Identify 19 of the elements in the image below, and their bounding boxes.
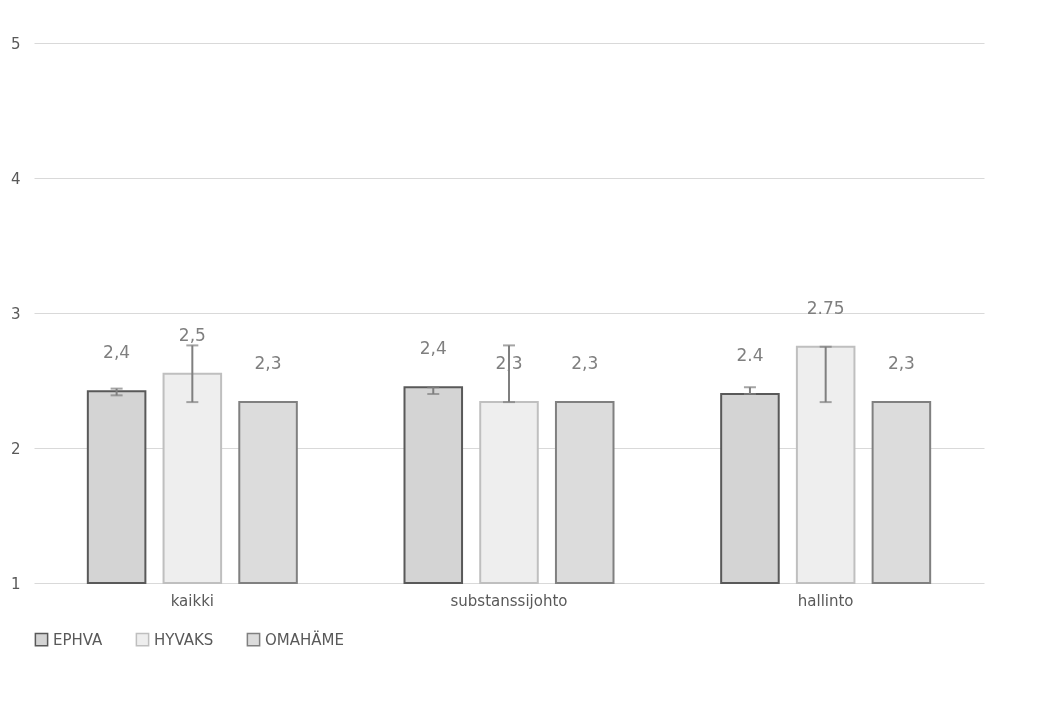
data-label: 2,3 bbox=[887, 353, 915, 374]
data-label: 2,3 bbox=[571, 353, 599, 374]
x-tick-label: substanssijohto bbox=[450, 591, 568, 610]
y-tick-label: 4 bbox=[10, 169, 21, 188]
data-label: 2.4 bbox=[736, 345, 764, 365]
legend-label: HYVAKS bbox=[154, 630, 214, 649]
y-tick-label: 3 bbox=[10, 304, 21, 323]
data-label: 2,5 bbox=[178, 324, 206, 345]
legend-label: OMAHÄME bbox=[265, 629, 344, 649]
y-tick-label: 1 bbox=[10, 574, 21, 593]
data-label: 2,4 bbox=[419, 338, 447, 359]
data-label: 2,3 bbox=[254, 353, 282, 374]
y-tick-label: 5 bbox=[10, 34, 21, 53]
x-tick-label: hallinto bbox=[797, 591, 854, 610]
y-tick-label: 2 bbox=[10, 439, 21, 458]
data-label: 2,4 bbox=[103, 342, 131, 363]
x-tick-label: kaikki bbox=[170, 591, 214, 610]
legend-label: EPHVA bbox=[53, 630, 104, 649]
data-label: 2.75 bbox=[806, 297, 845, 318]
